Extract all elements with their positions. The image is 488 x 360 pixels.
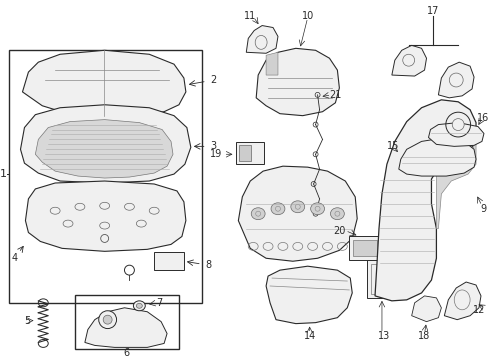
- Ellipse shape: [310, 203, 324, 215]
- Polygon shape: [427, 123, 483, 147]
- Bar: [239, 145, 251, 161]
- Ellipse shape: [136, 303, 142, 308]
- Text: 5: 5: [24, 316, 30, 326]
- Text: 6: 6: [123, 348, 129, 358]
- Bar: [9, 50, 202, 303]
- Bar: [154, 252, 183, 270]
- Bar: [366, 260, 396, 298]
- Polygon shape: [398, 138, 475, 176]
- Polygon shape: [444, 282, 480, 320]
- Bar: [75, 295, 179, 349]
- Ellipse shape: [451, 119, 463, 131]
- Polygon shape: [265, 266, 351, 324]
- Bar: [370, 264, 392, 294]
- Polygon shape: [25, 181, 185, 251]
- Text: 20: 20: [332, 225, 345, 235]
- Text: 8: 8: [205, 260, 211, 270]
- Bar: [352, 240, 376, 256]
- Polygon shape: [438, 62, 473, 98]
- Text: 21: 21: [328, 90, 341, 100]
- Polygon shape: [246, 26, 277, 53]
- Polygon shape: [35, 120, 173, 178]
- Text: 19: 19: [210, 149, 222, 159]
- Polygon shape: [238, 166, 356, 261]
- Text: 11: 11: [244, 11, 256, 21]
- Polygon shape: [85, 308, 167, 347]
- Polygon shape: [391, 45, 426, 76]
- Ellipse shape: [133, 301, 145, 311]
- Text: 3: 3: [210, 141, 216, 151]
- Polygon shape: [256, 48, 339, 116]
- Text: 4: 4: [12, 253, 18, 263]
- Ellipse shape: [103, 315, 112, 324]
- Polygon shape: [435, 139, 475, 229]
- Bar: [236, 143, 264, 164]
- Ellipse shape: [330, 208, 344, 220]
- Text: 12: 12: [471, 305, 484, 315]
- Text: 14: 14: [303, 330, 315, 341]
- Text: 17: 17: [427, 6, 439, 16]
- Text: 1: 1: [0, 169, 7, 179]
- Ellipse shape: [290, 201, 304, 213]
- Polygon shape: [20, 105, 190, 183]
- Text: 9: 9: [479, 204, 485, 214]
- Text: 13: 13: [377, 330, 389, 341]
- Text: 18: 18: [418, 330, 430, 341]
- Ellipse shape: [270, 203, 285, 215]
- Text: 15: 15: [386, 141, 398, 151]
- Polygon shape: [411, 296, 441, 321]
- Text: 16: 16: [476, 113, 488, 123]
- Polygon shape: [374, 100, 475, 301]
- Polygon shape: [22, 50, 185, 117]
- Text: 7: 7: [156, 298, 162, 308]
- Text: 10: 10: [301, 11, 313, 21]
- Ellipse shape: [99, 311, 116, 329]
- Polygon shape: [42, 112, 164, 116]
- Ellipse shape: [251, 208, 264, 220]
- Polygon shape: [265, 52, 277, 75]
- Bar: [348, 237, 380, 260]
- Text: 2: 2: [210, 75, 216, 85]
